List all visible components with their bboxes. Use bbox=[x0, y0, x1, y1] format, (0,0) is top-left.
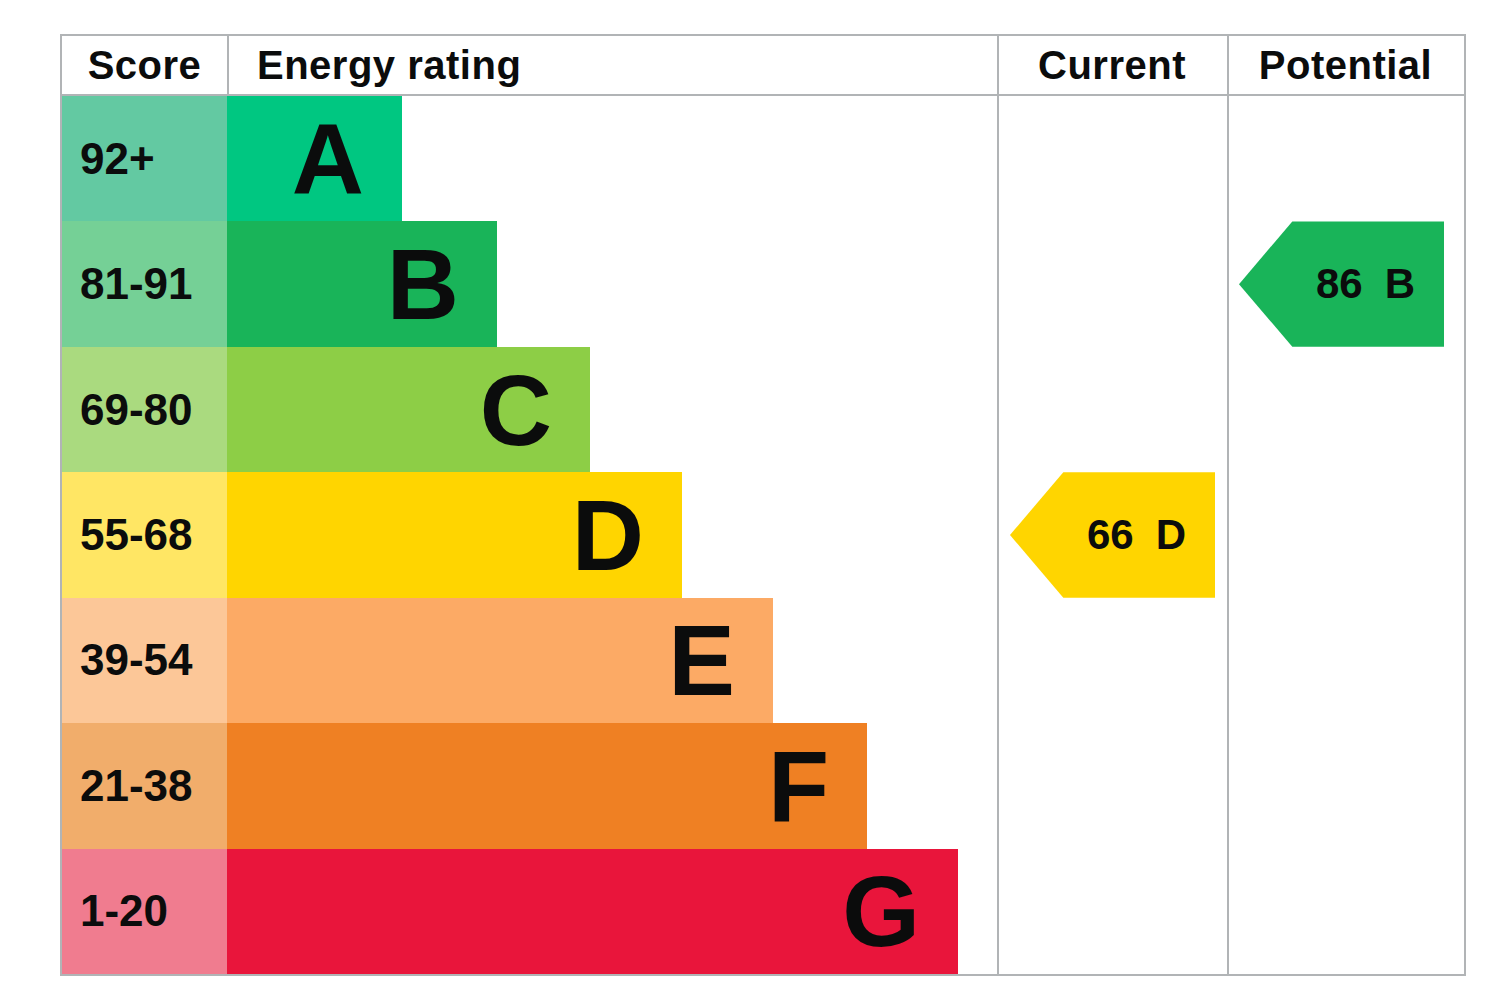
band-row-c: 69-80C bbox=[62, 347, 1464, 472]
current-band-letter: D bbox=[1156, 511, 1186, 559]
band-row-a: 92+A bbox=[62, 96, 1464, 221]
band-row-d: 55-68D bbox=[62, 472, 1464, 597]
score-range-b: 81-91 bbox=[62, 221, 227, 346]
rating-bar-d: D bbox=[227, 472, 682, 597]
score-range-f: 21-38 bbox=[62, 723, 227, 848]
epc-table: Score Energy rating Current Potential 92… bbox=[60, 34, 1466, 976]
score-range-a: 92+ bbox=[62, 96, 227, 221]
score-range-e: 39-54 bbox=[62, 598, 227, 723]
score-column-divider bbox=[227, 36, 229, 94]
score-range-d: 55-68 bbox=[62, 472, 227, 597]
current-column-header: Current bbox=[997, 36, 1227, 94]
rating-bar-g: G bbox=[227, 849, 958, 974]
band-rows: 92+A81-91B69-80C55-68D39-54E21-38F1-20G bbox=[62, 96, 1464, 974]
potential-column-header: Potential bbox=[1227, 36, 1464, 94]
epc-rating-chart: Score Energy rating Current Potential 92… bbox=[0, 0, 1500, 1000]
score-range-g: 1-20 bbox=[62, 849, 227, 974]
rating-bar-c: C bbox=[227, 347, 590, 472]
band-row-f: 21-38F bbox=[62, 723, 1464, 848]
rating-bar-a: A bbox=[227, 96, 402, 221]
band-row-e: 39-54E bbox=[62, 598, 1464, 723]
score-column-header: Score bbox=[62, 36, 227, 94]
rating-bar-e: E bbox=[227, 598, 773, 723]
band-row-g: 1-20G bbox=[62, 849, 1464, 974]
potential-score-value: 86 bbox=[1316, 260, 1363, 308]
potential-band-letter: B bbox=[1385, 260, 1415, 308]
rating-bar-f: F bbox=[227, 723, 867, 848]
energy-rating-column-header: Energy rating bbox=[227, 36, 997, 94]
current-score-value: 66 bbox=[1087, 511, 1134, 559]
rating-bar-b: B bbox=[227, 221, 497, 346]
score-range-c: 69-80 bbox=[62, 347, 227, 472]
table-header: Score Energy rating Current Potential bbox=[62, 36, 1464, 96]
